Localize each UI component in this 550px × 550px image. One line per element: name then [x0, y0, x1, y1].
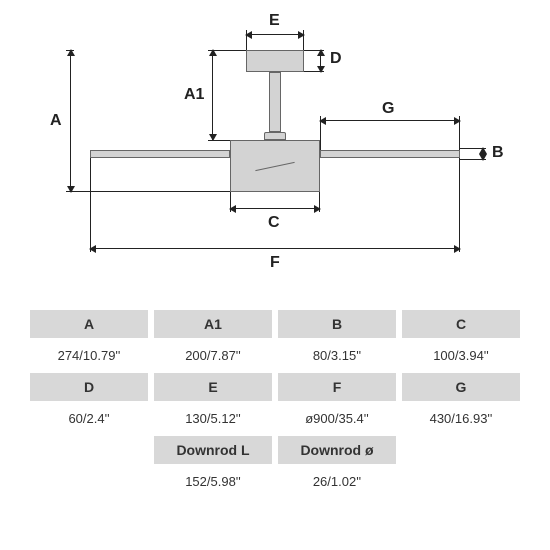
dim-A-tick-t — [66, 50, 74, 51]
dimensions-table: A A1 B C 274/10.79'' 200/7.87'' 80/3.15'… — [0, 300, 550, 495]
ceiling-mount — [246, 50, 304, 72]
label-D: D — [330, 50, 342, 68]
header-downrod-d: Downrod ø — [278, 436, 396, 464]
table-row: 274/10.79'' 200/7.87'' 80/3.15'' 100/3.9… — [30, 342, 520, 369]
table-row: D E F G — [30, 373, 520, 401]
value-B: 80/3.15'' — [278, 342, 396, 369]
dim-F-line — [90, 248, 460, 249]
value-downrod-l: 152/5.98'' — [154, 468, 272, 495]
dim-F-tick-r — [459, 158, 460, 252]
value-G: 430/16.93'' — [402, 405, 520, 432]
label-A1: A1 — [184, 86, 204, 104]
value-F: ø900/35.4'' — [278, 405, 396, 432]
label-A: A — [50, 112, 62, 130]
dim-A-line — [70, 50, 71, 192]
table-row: Downrod L Downrod ø — [30, 436, 520, 464]
header-B: B — [278, 310, 396, 338]
dim-E-tick-l — [246, 30, 247, 50]
technical-diagram: E D A1 A G B C F — [0, 0, 550, 300]
label-G: G — [382, 100, 394, 118]
header-E: E — [154, 373, 272, 401]
dim-G-tick-r — [459, 116, 460, 150]
value-A1: 200/7.87'' — [154, 342, 272, 369]
dim-C-tick-r — [319, 192, 320, 212]
dim-E-line — [246, 34, 304, 35]
label-E: E — [269, 12, 280, 30]
label-B: B — [492, 144, 504, 162]
dim-B-tick-b — [460, 159, 486, 160]
blade-right — [320, 150, 460, 158]
dim-G-tick-l — [320, 116, 321, 150]
header-C: C — [402, 310, 520, 338]
dim-D-line — [320, 50, 321, 72]
dim-G-line — [320, 120, 460, 121]
value-E: 130/5.12'' — [154, 405, 272, 432]
value-A: 274/10.79'' — [30, 342, 148, 369]
header-A: A — [30, 310, 148, 338]
header-downrod-l: Downrod L — [154, 436, 272, 464]
table-row: 60/2.4'' 130/5.12'' ø900/35.4'' 430/16.9… — [30, 405, 520, 432]
value-D: 60/2.4'' — [30, 405, 148, 432]
dim-A1-line — [212, 50, 213, 140]
dim-A1-tick-b — [208, 140, 230, 141]
dim-E-tick-r — [303, 30, 304, 50]
header-F: F — [278, 373, 396, 401]
label-F: F — [270, 254, 280, 272]
dim-C-line — [230, 208, 320, 209]
value-downrod-d: 26/1.02'' — [278, 468, 396, 495]
label-C: C — [268, 214, 280, 232]
dim-A1-tick-t — [208, 50, 246, 51]
header-G: G — [402, 373, 520, 401]
downrod — [269, 72, 281, 132]
value-C: 100/3.94'' — [402, 342, 520, 369]
header-D: D — [30, 373, 148, 401]
table-row: A A1 B C — [30, 310, 520, 338]
dim-F-tick-l — [90, 158, 91, 252]
table-row: 152/5.98'' 26/1.02'' — [30, 468, 520, 495]
dim-D-tick-b — [304, 71, 324, 72]
blade-left — [90, 150, 230, 158]
dim-B-tick-t — [460, 148, 486, 149]
dim-C-tick-l — [230, 192, 231, 212]
dim-D-tick-t — [304, 50, 324, 51]
rod-connector-base — [264, 132, 286, 140]
header-A1: A1 — [154, 310, 272, 338]
